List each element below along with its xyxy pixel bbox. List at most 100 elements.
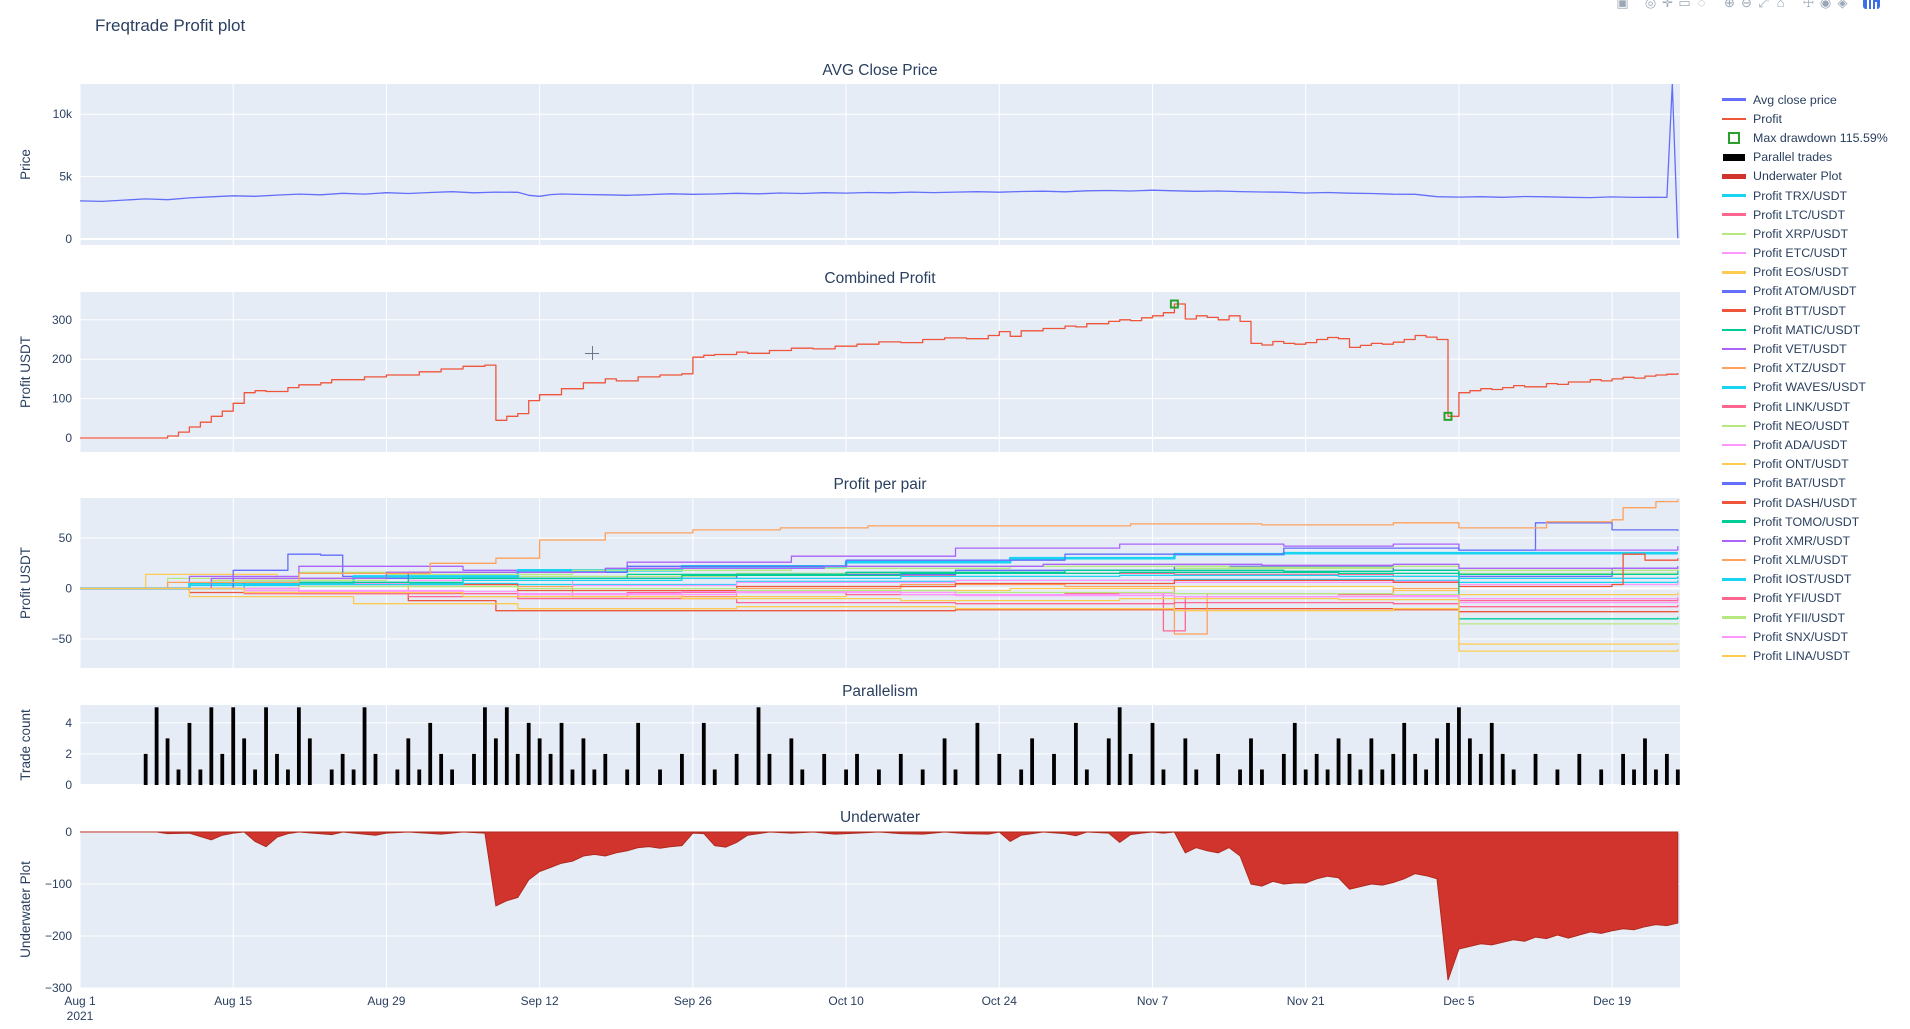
subplot-4-title: Parallelism — [842, 683, 918, 700]
series-profit-xtz-usdt — [80, 583, 1679, 635]
legend-item-label: Underwater Plot — [1753, 169, 1842, 184]
legend-item-profit-xlm-usdt[interactable]: Profit XLM/USDT — [1722, 551, 1888, 570]
legend-swatch — [1722, 520, 1746, 523]
series-avg-close-price — [80, 84, 1679, 239]
bar-parallel-trades — [734, 753, 739, 785]
legend-item-profit-xmr-usdt[interactable]: Profit XMR/USDT — [1722, 531, 1888, 550]
legend-item-profit-vet-usdt[interactable]: Profit VET/USDT — [1722, 339, 1888, 358]
legend-item-profit-atom-usdt[interactable]: Profit ATOM/USDT — [1722, 282, 1888, 301]
zoom-in-icon[interactable]: ⊕ — [1724, 0, 1735, 10]
bar-parallel-trades — [143, 753, 148, 785]
legend-swatch — [1722, 578, 1746, 581]
y-tick-label: 2 — [65, 747, 72, 761]
autoscale-icon[interactable]: ⤢ — [1758, 0, 1769, 10]
bar-parallel-trades — [1675, 769, 1680, 785]
legend-item-profit-snx-usdt[interactable]: Profit SNX/USDT — [1722, 627, 1888, 646]
x-tick-label-year: 2021 — [67, 1009, 94, 1023]
y-tick-label: 4 — [65, 716, 72, 730]
zoom-icon[interactable]: ◎ — [1644, 0, 1657, 10]
legend-item-label: Profit WAVES/USDT — [1753, 380, 1866, 395]
plotly-logo[interactable] — [1863, 0, 1880, 14]
legend-swatch — [1722, 462, 1746, 466]
bar-parallel-trades — [1413, 753, 1418, 785]
bar-parallel-trades — [953, 769, 958, 785]
show-spikelines-icon[interactable]: ☩ — [1802, 0, 1815, 10]
x-tick-label: Nov 7 — [1137, 994, 1169, 1008]
bar-parallel-trades — [877, 769, 881, 785]
legend-item-profit-dash-usdt[interactable]: Profit DASH/USDT — [1722, 493, 1888, 512]
subplot-2-title: Combined Profit — [824, 270, 936, 287]
legend-item-profit-tomo-usdt[interactable]: Profit TOMO/USDT — [1722, 512, 1888, 531]
legend-item-profit-iost-usdt[interactable]: Profit IOST/USDT — [1722, 570, 1888, 589]
legend-item-profit-xrp-usdt[interactable]: Profit XRP/USDT — [1722, 224, 1888, 243]
legend-item-label: Profit ADA/USDT — [1753, 437, 1848, 452]
legend-item-profit[interactable]: Profit — [1722, 109, 1888, 128]
subplot-2-plot-area[interactable] — [80, 292, 1680, 452]
reset-axes-icon[interactable]: ⌂ — [1776, 0, 1785, 10]
hover-compare-icon[interactable]: ◈ — [1837, 0, 1848, 10]
legend-item-profit-eos-usdt[interactable]: Profit EOS/USDT — [1722, 263, 1888, 282]
legend-item-profit-yfii-usdt[interactable]: Profit YFII/USDT — [1722, 608, 1888, 627]
legend-item-profit-bat-usdt[interactable]: Profit BAT/USDT — [1722, 474, 1888, 493]
bar-parallel-trades — [242, 738, 247, 785]
bar-parallel-trades — [1052, 753, 1056, 785]
hover-closest-icon[interactable]: ◉ — [1819, 0, 1832, 10]
legend-item-profit-yfi-usdt[interactable]: Profit YFI/USDT — [1722, 589, 1888, 608]
legend-item-profit-ont-usdt[interactable]: Profit ONT/USDT — [1722, 455, 1888, 474]
legend-swatch — [1722, 539, 1746, 543]
legend-item-profit-etc-usdt[interactable]: Profit ETC/USDT — [1722, 244, 1888, 263]
legend-swatch — [1722, 131, 1746, 144]
bar-parallel-trades — [220, 753, 225, 785]
x-tick-label: Dec 19 — [1593, 994, 1631, 1008]
legend-item-profit-link-usdt[interactable]: Profit LINK/USDT — [1722, 397, 1888, 416]
subplot-1-plot-area[interactable] — [80, 84, 1680, 245]
marker-max-drawdown-115-59 — [1169, 299, 1179, 309]
legend-item-profit-btt-usdt[interactable]: Profit BTT/USDT — [1722, 301, 1888, 320]
bar-parallel-trades — [1424, 769, 1429, 785]
bar-parallel-trades — [1643, 738, 1647, 785]
y-axis-title: Trade count — [18, 709, 33, 781]
legend-item-max-drawdown-115-59[interactable]: Max drawdown 115.59% — [1722, 128, 1888, 147]
bar-parallel-trades — [570, 769, 575, 785]
legend-item-avg-close-price[interactable]: Avg close price — [1722, 90, 1888, 109]
bar-parallel-trades — [1347, 753, 1352, 785]
bar-parallel-trades — [1336, 738, 1341, 785]
box-select-icon[interactable]: ▭ — [1678, 0, 1691, 10]
bar-parallel-trades — [286, 769, 290, 785]
legend-item-label: Profit ONT/USDT — [1753, 457, 1849, 472]
bar-parallel-trades — [789, 738, 794, 785]
legend-item-profit-waves-usdt[interactable]: Profit WAVES/USDT — [1722, 378, 1888, 397]
bar-parallel-trades — [756, 707, 761, 785]
legend-item-profit-ada-usdt[interactable]: Profit ADA/USDT — [1722, 435, 1888, 454]
legend-swatch — [1722, 386, 1746, 389]
legend-item-profit-lina-usdt[interactable]: Profit LINA/USDT — [1722, 646, 1888, 665]
legend-item-label: Profit XRP/USDT — [1753, 226, 1849, 241]
y-tick-label: −200 — [45, 929, 72, 943]
x-tick-label: Nov 21 — [1287, 994, 1325, 1008]
legend-item-label: Profit ATOM/USDT — [1753, 284, 1857, 299]
legend-item-underwater-plot[interactable]: Underwater Plot — [1722, 167, 1888, 186]
legend-item-parallel-trades[interactable]: Parallel trades — [1722, 148, 1888, 167]
bar-parallel-trades — [603, 753, 608, 785]
legend-item-profit-trx-usdt[interactable]: Profit TRX/USDT — [1722, 186, 1888, 205]
series-profit-eos-usdt — [80, 573, 1679, 598]
lasso-select-icon[interactable]: ◌ — [1697, 0, 1706, 10]
legend-item-profit-xtz-usdt[interactable]: Profit XTZ/USDT — [1722, 359, 1888, 378]
legend-item-label: Profit LINK/USDT — [1753, 399, 1851, 414]
legend-item-profit-ltc-usdt[interactable]: Profit LTC/USDT — [1722, 205, 1888, 224]
bar-parallel-trades — [526, 722, 531, 785]
bar-parallel-trades — [1216, 753, 1221, 785]
bar-parallel-trades — [680, 753, 684, 785]
legend-item-profit-neo-usdt[interactable]: Profit NEO/USDT — [1722, 416, 1888, 435]
y-tick-label: 10k — [53, 107, 73, 121]
legend-swatch — [1722, 232, 1746, 236]
bar-parallel-trades — [1435, 738, 1439, 785]
legend-swatch — [1722, 271, 1746, 274]
camera-icon[interactable]: ▣ — [1616, 0, 1629, 10]
legend-item-profit-matic-usdt[interactable]: Profit MATIC/USDT — [1722, 320, 1888, 339]
bar-parallel-trades — [1084, 769, 1089, 785]
pan-icon[interactable]: ✛ — [1662, 0, 1673, 10]
legend-item-label: Profit LINA/USDT — [1753, 649, 1851, 664]
zoom-out-icon[interactable]: ⊖ — [1741, 0, 1752, 10]
y-tick-label: 0 — [65, 582, 72, 596]
